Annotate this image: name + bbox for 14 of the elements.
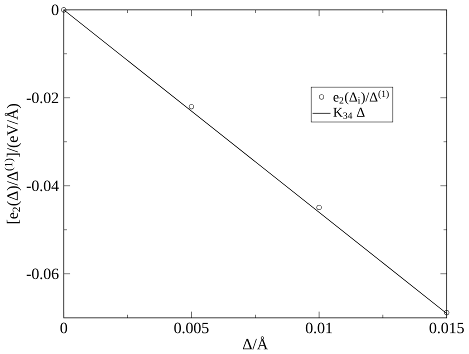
y-tick-label: -0.02: [26, 92, 58, 104]
x-tick-label: 0: [60, 322, 68, 334]
y-tick-label: -0.06: [26, 268, 59, 280]
x-axis-title: Δ/Å: [242, 336, 268, 350]
legend-label: e$_{2}$(Δ$_{i}$)/Δ$^{(1)}$: [334, 90, 389, 104]
point: [188, 104, 194, 110]
x-tick-label: 0.01: [306, 322, 332, 334]
x-tick-label: 0.005: [174, 322, 209, 334]
x-tick-label: 0.015: [430, 322, 464, 334]
y-tick-label: -0.04: [26, 180, 59, 192]
y-tick-label: 0: [52, 4, 58, 16]
y-axis-title: [e$_{2}$(Δ)/Δ$^{(1)}$]/(eV/Å): [4, 104, 22, 224]
point: [316, 204, 322, 210]
legend-label: K$_{34}$ Δ: [333, 108, 365, 119]
